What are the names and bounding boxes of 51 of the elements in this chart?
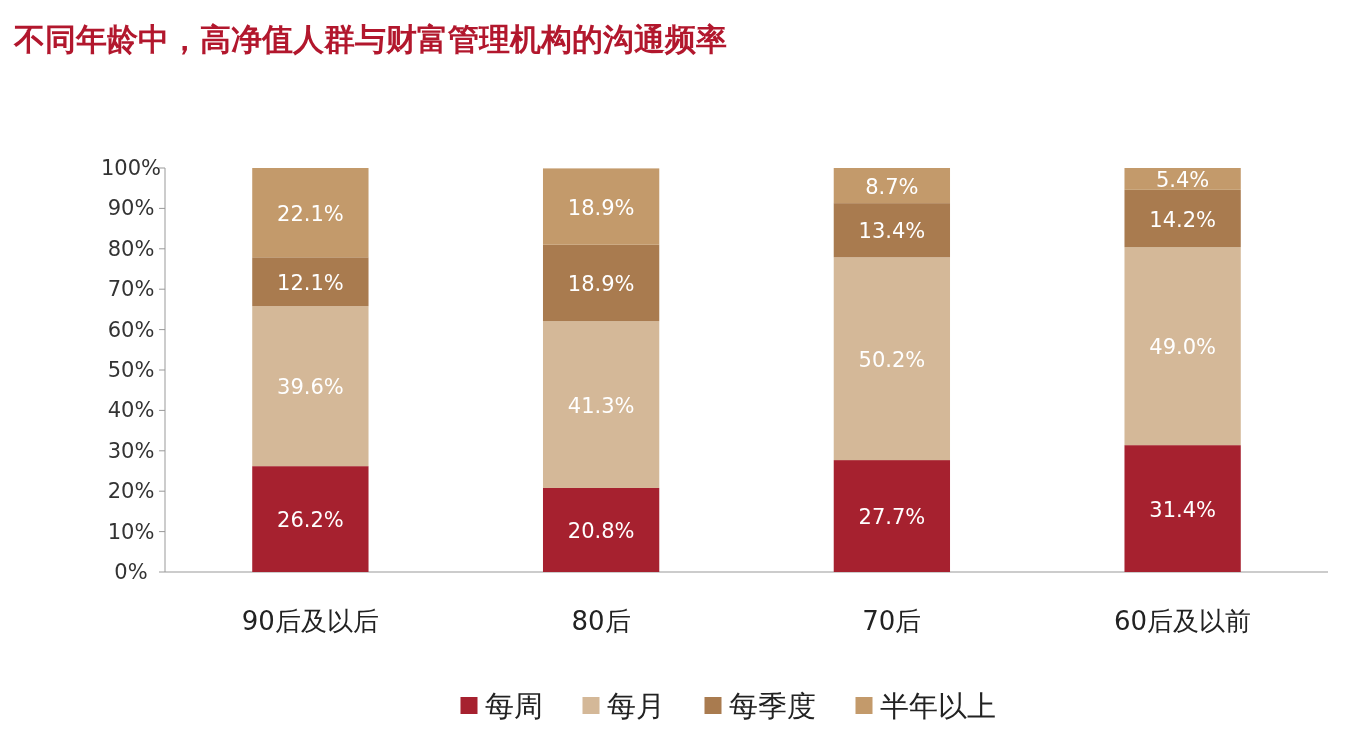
bar (542, 244, 660, 322)
bar (542, 321, 660, 488)
bar (833, 460, 951, 572)
data-label: 12.1% (277, 270, 344, 295)
bar (542, 168, 660, 245)
bar (252, 466, 369, 572)
legend-label: 每季度 (728, 689, 816, 723)
bar (1124, 445, 1241, 572)
y-tick-label: 20% (107, 479, 155, 504)
data-label: 13.4% (858, 219, 926, 244)
y-tick-label: 40% (107, 398, 155, 423)
x-tick-label: 80后 (571, 606, 631, 636)
y-tick-label: 30% (107, 438, 155, 463)
bar (833, 168, 951, 204)
bar (833, 203, 951, 258)
bar (1124, 247, 1241, 446)
data-label: 27.7% (858, 505, 926, 530)
y-tick-label: 50% (107, 358, 155, 382)
legend-label: 每周 (484, 689, 543, 723)
y-tick-label: 60% (107, 317, 155, 342)
bar (252, 306, 369, 467)
legend-label: 每月 (606, 689, 665, 723)
bar (252, 168, 369, 258)
x-tick-label: 90后及以后 (241, 606, 379, 636)
data-label: 31.4% (1149, 497, 1216, 522)
data-label: 18.9% (567, 271, 635, 296)
bar (252, 257, 369, 307)
chart-title: 不同年龄中，高净值人群与财富管理机构的沟通频率 (13, 21, 727, 57)
x-tick-label: 60后及以前 (1114, 606, 1252, 636)
bar (833, 257, 951, 461)
y-tick-label: 70% (107, 277, 155, 302)
data-label: 5.4% (1155, 167, 1210, 192)
bar (542, 487, 660, 572)
data-label: 22.1% (277, 201, 344, 226)
data-label: 39.6% (277, 375, 344, 400)
data-label: 41.3% (567, 393, 635, 418)
data-label: 14.2% (1149, 207, 1216, 232)
x-tick-label: 70后 (862, 606, 922, 636)
data-label: 26.2% (277, 508, 344, 533)
data-label: 49.0% (1149, 335, 1216, 360)
data-label: 8.7% (865, 174, 919, 199)
data-label: 18.9% (567, 195, 635, 220)
data-label: 20.8% (567, 518, 635, 543)
data-label: 50.2% (858, 347, 926, 372)
y-tick-label: 90% (107, 196, 155, 221)
legend-label: 半年以上 (879, 689, 996, 723)
y-tick-label: 0% (114, 560, 148, 584)
y-tick-label: 80% (107, 236, 155, 261)
y-tick-label: 10% (107, 519, 155, 544)
bar (1124, 189, 1241, 248)
y-tick-label: 100% (100, 156, 162, 180)
